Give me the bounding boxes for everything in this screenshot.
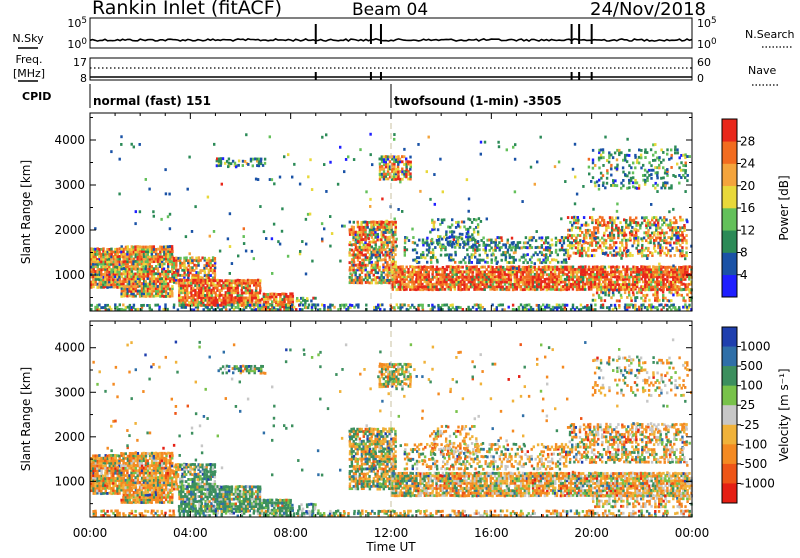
velocity-ytick-label: 4000 [54, 341, 85, 355]
velocity-colorbar-label: 500 [740, 359, 763, 373]
power-colorbar-segment [722, 141, 737, 164]
power-ytick-label: 2000 [54, 223, 85, 237]
xtick-label: 00:00 [73, 526, 108, 540]
power-colorbar-segment [722, 164, 737, 187]
nsky-right-label: N.Search [745, 28, 795, 41]
nsky-strip-frame [90, 18, 692, 48]
velocity-colorbar-segment [722, 483, 737, 503]
velocity-colorbar-segment [722, 425, 737, 445]
velocity-colorbar-label: 25 [740, 398, 755, 412]
cpid-label: CPID [22, 90, 51, 103]
velocity-colorbar-label: -25 [740, 418, 760, 432]
xtick-label: 00:00 [675, 526, 710, 540]
nsky-trace [90, 39, 692, 41]
power-colorbar-segment [722, 119, 737, 142]
station-title: Rankin Inlet (fitACF) [92, 0, 282, 19]
velocity-ytick-label: 2000 [54, 430, 85, 444]
velocity-colorbar-title: Velocity [m s⁻¹] [777, 368, 791, 461]
power-ylabel: Slant Range [km] [19, 160, 33, 264]
power-ytick-label: 3000 [54, 178, 85, 192]
date-label: 24/Nov/2018 [590, 0, 706, 20]
power-colorbar-segment [722, 253, 737, 276]
velocity-ytick-label: 3000 [54, 385, 85, 399]
freq-left-tick: 8 [80, 72, 87, 85]
velocity-colorbar-segment [722, 444, 737, 464]
power-colorbar-label: 12 [740, 223, 755, 237]
nsky-left-label: N.Sky [12, 32, 44, 45]
power-colorbar-segment [722, 186, 737, 209]
nave-right-tick: 60 [697, 56, 711, 69]
xtick-label: 12:00 [374, 526, 409, 540]
xtick-label: 08:00 [273, 526, 308, 540]
power-colorbar-segment [722, 275, 737, 298]
power-colorbar-label: 20 [740, 179, 755, 193]
nave-right-label: Nave [748, 64, 776, 77]
power-scatter-cells [90, 133, 693, 312]
power-ytick-label: 4000 [54, 133, 85, 147]
power-colorbar-segment [722, 208, 737, 231]
cpid-segment-text: twofsound (1-min) -3505 [394, 94, 562, 108]
power-colorbar-label: 24 [740, 157, 755, 171]
cpid-segment-text: normal (fast) 151 [93, 94, 211, 108]
velocity-colorbar-segment [722, 327, 737, 347]
velocity-scatter-cells [90, 338, 693, 517]
power-colorbar-title: Power [dB] [777, 175, 791, 240]
velocity-colorbar-segment [722, 405, 737, 425]
power-colorbar-label: 16 [740, 201, 755, 215]
velocity-ylabel: Slant Range [km] [19, 367, 33, 471]
velocity-ytick-label: 1000 [54, 474, 85, 488]
velocity-colorbar-label: -500 [740, 457, 767, 471]
xtick-label: 16:00 [474, 526, 509, 540]
freq-unit-label: [MHz] [13, 67, 45, 80]
velocity-colorbar-label: -100 [740, 437, 767, 451]
power-colorbar-label: 8 [740, 246, 748, 260]
power-colorbar-segment [722, 230, 737, 253]
velocity-colorbar-label: 100 [740, 379, 763, 393]
power-colorbar-label: 4 [740, 268, 748, 282]
freq-left-tick: 17 [73, 56, 87, 69]
velocity-colorbar-segment [722, 386, 737, 406]
nsky-left-tick: 105 [67, 16, 87, 30]
velocity-colorbar-segment [722, 347, 737, 367]
velocity-colorbar-segment [722, 366, 737, 386]
xtick-label: 04:00 [173, 526, 208, 540]
power-colorbar-label: 28 [740, 134, 755, 148]
freq-left-label: Freq. [15, 53, 42, 66]
beam-label: Beam 04 [352, 0, 428, 20]
nsky-left-tick: 100 [67, 37, 87, 51]
power-ytick-label: 1000 [54, 268, 85, 282]
x-axis-label: Time UT [365, 540, 416, 554]
nsky-right-tick: 100 [697, 37, 717, 51]
velocity-colorbar-label: -1000 [740, 476, 775, 490]
velocity-colorbar-segment [722, 464, 737, 484]
velocity-colorbar-label: 1000 [740, 340, 771, 354]
nave-right-tick: 0 [697, 72, 704, 85]
xtick-label: 20:00 [574, 526, 609, 540]
